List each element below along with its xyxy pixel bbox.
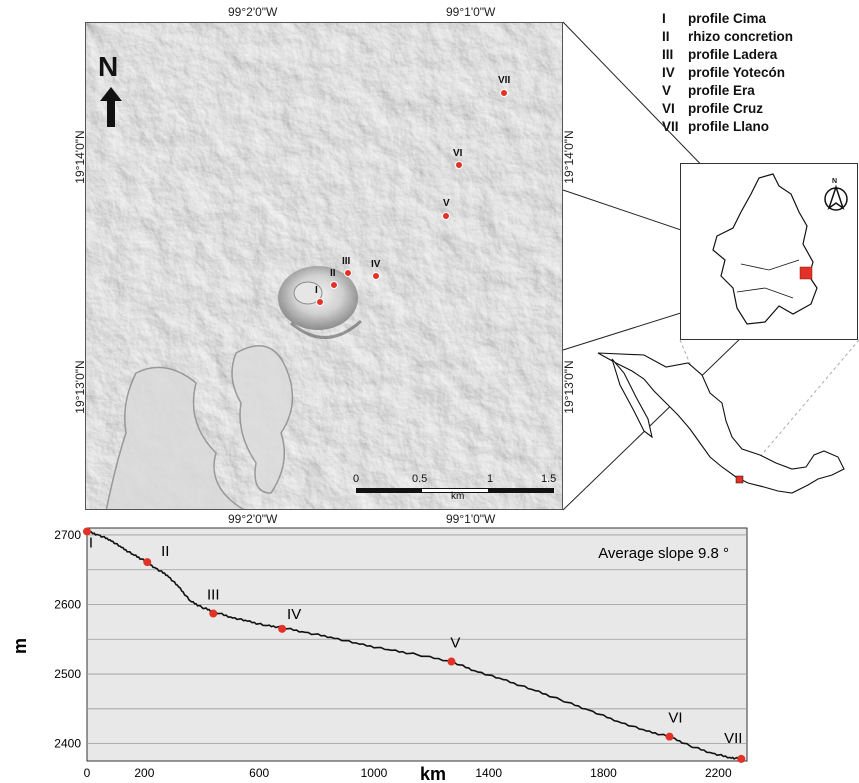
scale-tick-3: 1.5 [541,473,557,485]
site-marker [735,475,744,484]
map-point-label-2: II [330,268,336,279]
site-marker [799,266,813,280]
x-tick-label-6: 2200 [705,766,732,780]
y-tick-label-1: 2600 [54,598,81,612]
profile-point-3 [209,609,218,618]
x-tick-label-2: 600 [249,766,269,780]
inset-north-label: N [832,178,838,185]
scale-tick-2: 1 [487,473,494,485]
north-label: N [98,51,119,82]
scale-unit: km [451,491,465,502]
relief-map: N I II III IV V VI VII 0 0.5 1 1.5 km [85,22,563,510]
profile-point-label-1: I [89,534,93,551]
profile-point-label-3: III [207,587,220,604]
map-point-label-7: VII [498,75,511,86]
profile-point-label-2: II [161,543,169,560]
y-tick-label-0: 2700 [54,528,81,542]
compass-icon [824,184,848,211]
north-arrow-icon [100,87,122,127]
cdmx-outline [712,173,818,325]
map-point-label-5: V [443,198,450,209]
map-point-3 [344,269,352,277]
legend-item: IV profile Yotecón [662,65,786,80]
profile-point-6 [665,732,674,741]
slope-annotation: Average slope 9.8 ° [598,545,729,562]
plot-area [86,527,748,762]
legend-item: III profile Ladera [662,47,778,62]
map-point-5 [442,212,450,220]
scale-bar: 0 0.5 1 1.5 km [353,473,557,502]
coord-bottom-1: 99°1'0"W [446,512,496,526]
x-tick-label-5: 1800 [590,766,617,780]
profile-point-7 [737,754,746,763]
coord-top-0: 99°2'0"W [228,5,278,19]
x-axis-label: km [420,764,446,783]
profile-point-4 [278,624,287,633]
map-point-label-3: III [342,256,351,267]
legend-item: II rhizo concretion [662,29,794,44]
x-tick-label-4: 1400 [475,766,502,780]
y-tick-label-3: 2400 [54,737,81,751]
profile-point-2 [143,558,152,567]
map-point-4 [372,272,380,280]
cdmx-inset: N [680,163,858,340]
scale-tick-0: 0 [353,473,360,485]
profile-point-1 [83,527,91,536]
profile-point-label-5: V [450,635,460,652]
x-tick-label-0: 0 [84,766,91,780]
map-point-label-6: VI [453,148,463,159]
profile-point-label-4: IV [287,606,301,623]
map-point-7 [500,89,508,97]
x-tick-label-1: 200 [134,766,154,780]
relief-map-canvas [86,23,562,509]
elevation-profile-chart: 2700 2600 2500 2400 0 200 600 1000 1400 1800 2200… [10,527,748,783]
mexico-map [597,352,845,494]
y-axis-label: m [10,638,30,654]
lava-flow [105,366,245,509]
x-tick-label-3: 1000 [361,766,388,780]
coord-bottom-0: 99°2'0"W [228,512,278,526]
scale-tick-1: 0.5 [412,473,428,485]
map-point-1 [316,298,324,306]
profile-point-label-7: VII [724,730,742,747]
coord-top-1: 99°1'0"W [446,5,496,19]
legend-item: VI profile Cruz [662,101,764,116]
map-point-label-4: IV [371,259,381,270]
map-point-6 [455,161,463,169]
y-tick-label-2: 2500 [54,667,81,681]
profile-line [86,530,742,760]
profile-point-label-6: VI [668,710,682,727]
profile-point-5 [447,657,456,666]
map-point-2 [330,281,338,289]
lava-flow [231,345,294,494]
map-point-label-1: I [315,285,318,296]
legend-item: VII profile Llano [662,119,769,134]
